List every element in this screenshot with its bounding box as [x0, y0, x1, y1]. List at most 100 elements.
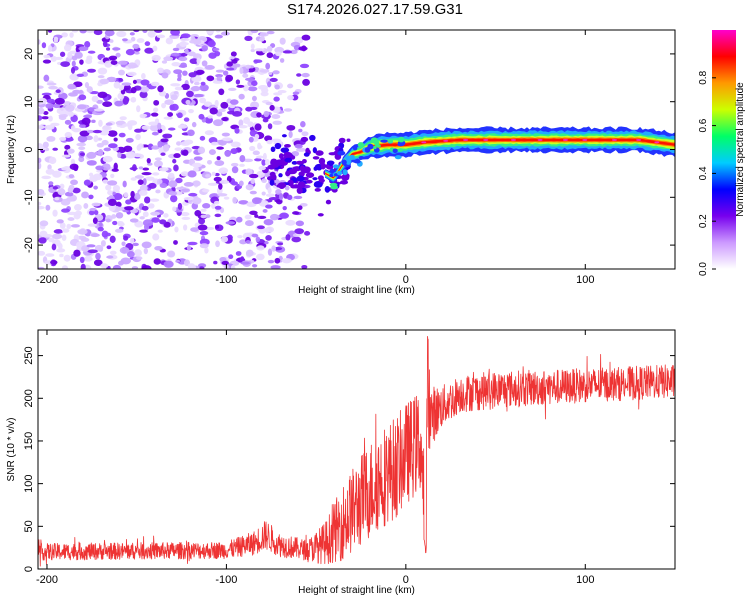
noise-cell [255, 253, 265, 261]
noise-cell [125, 137, 134, 143]
noise-cell [159, 147, 164, 151]
noise-cell [70, 125, 76, 132]
noise-cell [58, 92, 68, 100]
noise-cell [199, 135, 206, 141]
noise-cell [183, 196, 194, 201]
noise-cell [38, 107, 45, 115]
noise-cell [253, 59, 263, 64]
noise-cell [254, 133, 260, 140]
noise-cell [256, 112, 262, 118]
noise-cell [102, 101, 113, 107]
noise-cell [161, 72, 169, 79]
noise-cell [142, 178, 147, 186]
transition-cell [316, 165, 322, 171]
transition-cell [269, 179, 275, 186]
noise-cell [216, 110, 223, 117]
noise-cell [266, 45, 273, 52]
noise-cell [243, 116, 251, 125]
ridge-band [325, 135, 675, 180]
noise-cell [83, 256, 93, 262]
noise-cell [265, 204, 273, 209]
noise-cell [48, 85, 58, 90]
noise-cell [146, 162, 153, 166]
noise-cell [138, 190, 148, 196]
noise-cell [248, 173, 259, 179]
transition-cell [312, 156, 320, 160]
noise-cell [141, 241, 152, 249]
noise-cell [139, 113, 148, 118]
noise-cell [251, 80, 258, 87]
noise-cell [175, 177, 183, 184]
noise-cell [161, 60, 168, 64]
spectrogram-ylabel: Frequency (Hz) [6, 115, 17, 184]
noise-cell [102, 155, 113, 163]
snr-frame [37, 329, 676, 570]
noise-cell [47, 30, 53, 33]
noise-cell [208, 52, 217, 59]
noise-cell [125, 199, 132, 205]
noise-cell [212, 119, 224, 127]
colorbar-tick-label: 0.0 [698, 262, 709, 276]
noise-cell [186, 90, 194, 98]
transition-cell [303, 152, 310, 157]
snr-ytick-label: 50 [23, 520, 35, 532]
noise-cell [43, 54, 51, 59]
noise-cell [87, 129, 95, 134]
noise-cell [92, 217, 98, 224]
noise-cell [123, 235, 129, 241]
noise-cell [41, 116, 50, 120]
noise-cell [157, 85, 164, 93]
snr-ytick-label: 100 [23, 474, 35, 492]
noise-cell [157, 67, 165, 74]
noise-cell [273, 92, 283, 96]
noise-cell [115, 52, 121, 58]
noise-cell [180, 33, 191, 39]
transition-cell [309, 134, 316, 142]
noise-cell [107, 190, 113, 196]
noise-cell [133, 153, 143, 158]
noise-cell [68, 111, 74, 117]
transition-cell [281, 134, 287, 138]
transition-cell [297, 181, 306, 189]
noise-cell [265, 62, 271, 70]
noise-cell [74, 210, 82, 216]
noise-cell [194, 210, 202, 217]
noise-cell [291, 150, 300, 157]
noise-cell [117, 152, 122, 159]
noise-cell [95, 252, 101, 260]
noise-cell [84, 81, 90, 89]
noise-cell [126, 71, 137, 77]
transition-cell [296, 187, 303, 194]
noise-cell [235, 251, 242, 256]
noise-cell [144, 196, 151, 204]
noise-cell [269, 104, 275, 111]
noise-cell [86, 86, 93, 93]
noise-cell [150, 211, 161, 216]
noise-cell [252, 150, 260, 156]
noise-cell [130, 208, 139, 214]
transition-cell [341, 174, 350, 181]
noise-cell [191, 162, 202, 168]
noise-cell [173, 90, 179, 95]
noise-cell [214, 160, 225, 166]
noise-cell [102, 40, 108, 48]
noise-cell [193, 81, 200, 86]
noise-cell [267, 123, 273, 130]
noise-cell [168, 180, 178, 188]
noise-cell [41, 92, 52, 96]
noise-cell [174, 147, 183, 151]
noise-cell [38, 85, 44, 89]
noise-cell [122, 180, 127, 188]
noise-cell [55, 89, 61, 94]
noise-cell [89, 175, 98, 183]
noise-cell [74, 128, 82, 132]
noise-cell [66, 223, 72, 230]
noise-cell [218, 88, 225, 96]
snr-xtick-label: -200 [36, 574, 58, 586]
noise-cell [42, 141, 49, 148]
noise-cell [182, 70, 188, 76]
noise-cell [101, 163, 111, 171]
noise-cell [61, 32, 68, 38]
noise-cell [48, 156, 57, 165]
